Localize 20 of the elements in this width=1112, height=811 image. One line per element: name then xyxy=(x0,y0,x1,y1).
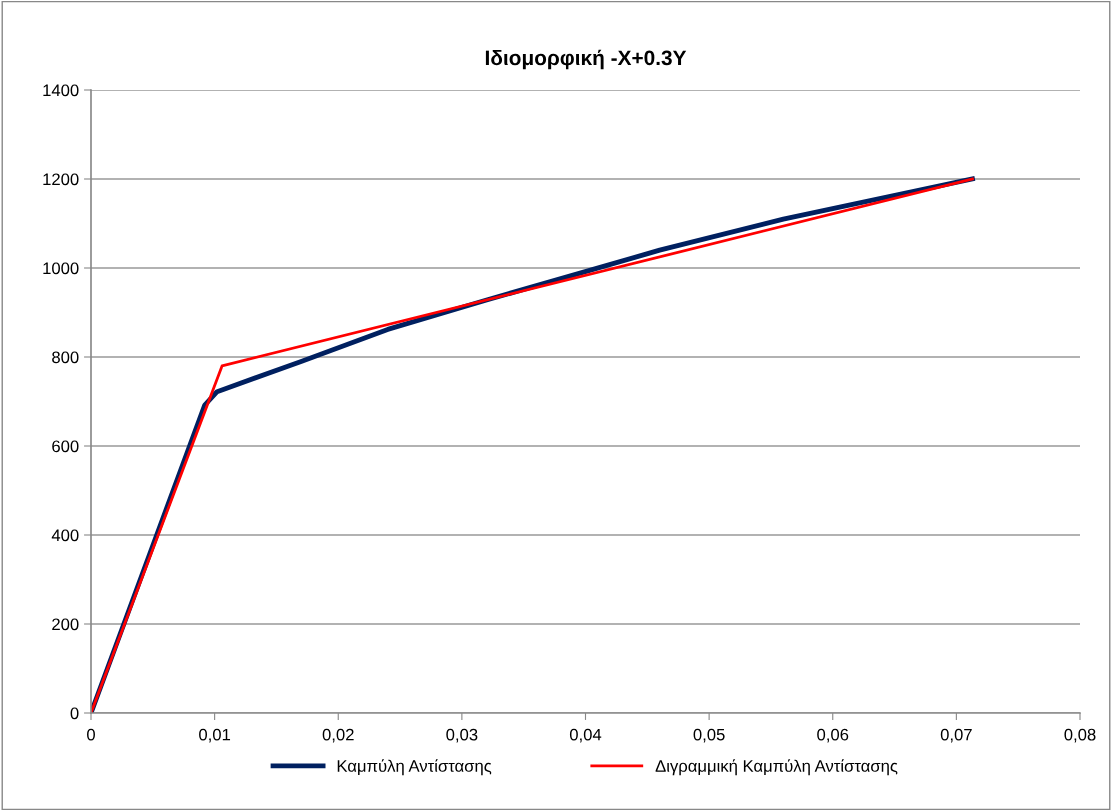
legend-label: Διγραμμική Καμπύλη Αντίστασης xyxy=(655,759,898,776)
x-tick-label: 0,06 xyxy=(817,728,849,743)
legend-label: Καμπύλη Αντίστασης xyxy=(337,759,492,776)
x-tick-label: 0,04 xyxy=(569,728,602,743)
x-tick-label: 0,08 xyxy=(1064,728,1096,743)
y-tick-label: 0 xyxy=(70,707,79,720)
x-tick-label: 0,05 xyxy=(693,728,725,743)
y-tick-label: 800 xyxy=(52,351,79,364)
x-tick-label: 0,02 xyxy=(322,728,354,743)
x-tick-label: 0,03 xyxy=(446,728,478,743)
x-tick-label: 0 xyxy=(87,728,95,741)
y-tick-label: 1000 xyxy=(43,262,79,275)
y-tick-label: 400 xyxy=(51,529,79,542)
x-tick-label: 0,01 xyxy=(199,728,231,743)
y-tick-label: 200 xyxy=(52,618,79,631)
y-tick-label: 600 xyxy=(52,440,79,453)
x-tick-label: 0,07 xyxy=(940,728,972,743)
chart-title: Ιδιομορφική -X+0.3Y xyxy=(485,49,687,70)
y-tick-label: 1400 xyxy=(43,84,79,97)
y-tick-label: 1200 xyxy=(43,173,79,186)
